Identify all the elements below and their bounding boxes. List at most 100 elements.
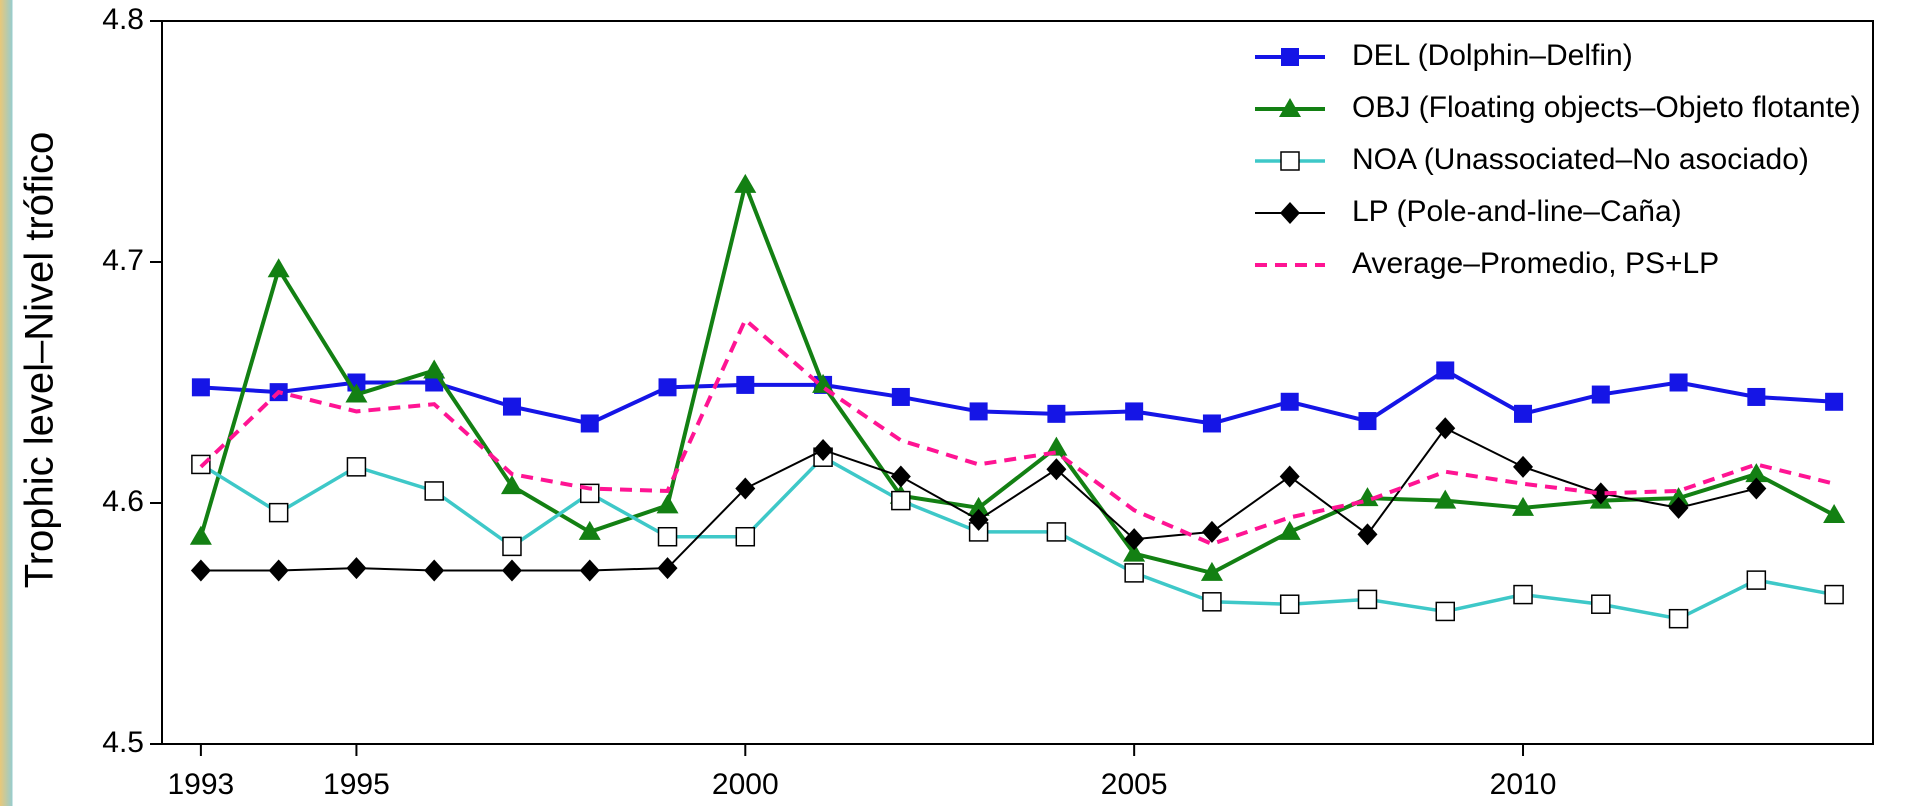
marker bbox=[1747, 387, 1766, 406]
marker bbox=[1046, 458, 1067, 481]
marker bbox=[657, 526, 678, 547]
marker bbox=[345, 383, 368, 403]
marker bbox=[1125, 402, 1144, 421]
marker bbox=[502, 536, 522, 557]
marker bbox=[191, 378, 210, 397]
y-axis-label: Trophic level–Nivel trófico bbox=[18, 132, 62, 588]
marker bbox=[735, 526, 756, 547]
marker bbox=[346, 557, 367, 580]
marker bbox=[1200, 561, 1223, 581]
marker bbox=[1746, 570, 1767, 590]
marker bbox=[1280, 202, 1300, 224]
marker bbox=[1512, 496, 1535, 516]
marker bbox=[735, 477, 756, 500]
marker bbox=[1202, 592, 1222, 612]
marker bbox=[1591, 594, 1611, 614]
marker bbox=[189, 525, 212, 545]
marker bbox=[813, 438, 834, 461]
marker bbox=[1279, 465, 1300, 488]
marker bbox=[502, 397, 521, 416]
y-tick-label: 4.6 bbox=[102, 485, 144, 518]
marker bbox=[1280, 151, 1300, 171]
legend-label: LP (Pole-and-line–Caña) bbox=[1352, 195, 1682, 228]
marker bbox=[812, 373, 835, 393]
marker bbox=[656, 494, 679, 514]
marker bbox=[1435, 601, 1455, 622]
marker bbox=[1279, 594, 1300, 614]
legend-label: NOA (Unassociated–No asociado) bbox=[1352, 143, 1809, 176]
x-tick-label: 2005 bbox=[1101, 768, 1168, 801]
marker bbox=[1745, 463, 1768, 483]
marker bbox=[1279, 98, 1301, 117]
marker bbox=[1278, 520, 1301, 540]
marker bbox=[1357, 523, 1378, 546]
y-tick-label: 4.5 bbox=[102, 726, 144, 759]
marker bbox=[1823, 504, 1846, 524]
marker bbox=[1667, 487, 1690, 507]
marker bbox=[1280, 392, 1299, 411]
marker bbox=[578, 520, 601, 540]
marker bbox=[1668, 608, 1689, 629]
marker bbox=[1434, 489, 1457, 509]
marker bbox=[967, 496, 990, 516]
marker bbox=[1124, 528, 1145, 551]
marker bbox=[1514, 404, 1533, 423]
x-tick-label: 1995 bbox=[323, 768, 390, 801]
marker bbox=[1746, 477, 1767, 500]
marker bbox=[267, 258, 290, 278]
marker bbox=[268, 559, 289, 582]
marker bbox=[579, 559, 600, 582]
marker bbox=[1357, 589, 1378, 610]
marker bbox=[501, 559, 522, 582]
marker bbox=[500, 475, 523, 495]
y-tick-label: 4.8 bbox=[102, 3, 144, 36]
marker bbox=[1047, 404, 1066, 423]
legend-label: DEL (Dolphin–Delfin) bbox=[1352, 39, 1633, 72]
series-line bbox=[199, 455, 1835, 621]
marker bbox=[657, 557, 678, 580]
legend-label: Average–Promedio, PS+LP bbox=[1352, 247, 1719, 280]
marker bbox=[1435, 417, 1456, 440]
marker bbox=[424, 481, 444, 501]
marker bbox=[1513, 455, 1534, 478]
marker bbox=[1591, 385, 1610, 404]
marker bbox=[1046, 522, 1067, 542]
marker bbox=[891, 387, 910, 406]
series-line bbox=[198, 178, 1836, 576]
marker bbox=[890, 465, 911, 488]
marker bbox=[1202, 414, 1221, 433]
marker bbox=[1358, 412, 1377, 431]
plot-area bbox=[161, 20, 1874, 745]
marker bbox=[734, 173, 757, 193]
y-tick-label: 4.7 bbox=[102, 244, 144, 277]
series-line bbox=[200, 368, 1835, 426]
marker bbox=[891, 490, 911, 511]
marker bbox=[1123, 542, 1146, 562]
x-tick-label: 2000 bbox=[712, 768, 779, 801]
marker bbox=[1669, 373, 1688, 392]
marker bbox=[1045, 436, 1068, 456]
marker bbox=[1824, 584, 1844, 605]
marker bbox=[1825, 392, 1844, 411]
marker bbox=[1124, 563, 1144, 583]
marker bbox=[1590, 482, 1611, 505]
marker bbox=[1513, 584, 1533, 605]
legend-label: OBJ (Floating objects–Objeto flotante) bbox=[1352, 91, 1861, 124]
x-tick-label: 2010 bbox=[1490, 768, 1557, 801]
marker bbox=[1668, 496, 1689, 519]
marker bbox=[346, 457, 367, 477]
marker bbox=[268, 502, 289, 523]
marker bbox=[1436, 361, 1455, 380]
marker bbox=[1281, 48, 1299, 66]
marker bbox=[736, 375, 755, 394]
marker bbox=[423, 359, 446, 379]
marker bbox=[969, 402, 988, 421]
marker bbox=[1201, 520, 1222, 543]
marker bbox=[658, 378, 677, 397]
marker bbox=[580, 414, 599, 433]
marker bbox=[424, 559, 445, 582]
marker bbox=[190, 559, 211, 582]
x-tick-label: 1993 bbox=[168, 768, 235, 801]
